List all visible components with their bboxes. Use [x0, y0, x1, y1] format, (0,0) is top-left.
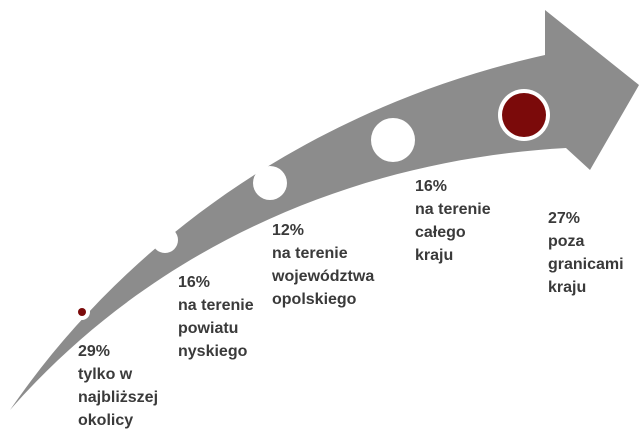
description-line: opolskiego [272, 291, 357, 308]
description-line: najbliższej [78, 389, 158, 406]
marker-dot [502, 93, 546, 137]
percent-label: 16% [415, 178, 447, 195]
description-line: nyskiego [178, 343, 248, 360]
description-line: województwa [271, 268, 374, 285]
description-line: okolicy [78, 412, 133, 429]
marker-dot [78, 308, 86, 316]
description-line: na terenie [272, 245, 348, 262]
description-line: kraju [548, 279, 586, 296]
description-line: kraju [415, 247, 453, 264]
description-line: na terenie [415, 201, 491, 218]
percent-label: 16% [178, 274, 210, 291]
marker [371, 118, 415, 162]
marker [152, 227, 178, 253]
percent-label: 29% [78, 343, 110, 360]
percent-label: 12% [272, 222, 304, 239]
description-line: powiatu [178, 320, 238, 337]
description-line: tylko w [78, 366, 133, 383]
marker [253, 166, 287, 200]
percent-label: 27% [548, 210, 580, 227]
description-line: granicami [548, 256, 624, 273]
description-line: całego [415, 224, 466, 241]
description-line: poza [548, 233, 585, 250]
curved-arrow [10, 10, 639, 410]
description-line: na terenie [178, 297, 254, 314]
